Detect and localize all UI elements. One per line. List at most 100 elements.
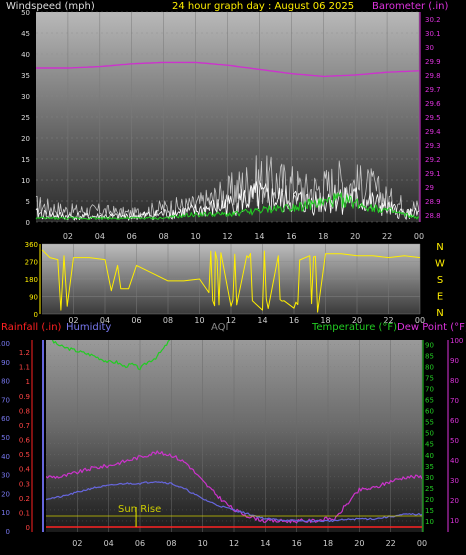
humidity-y-tick-label: 0	[6, 528, 10, 536]
x-tick-label: 08	[166, 539, 176, 548]
barometer-y-tick-label: 29	[425, 184, 434, 192]
dew-point-y-tick-label: 30	[450, 477, 459, 485]
x-tick-label: 06	[135, 539, 145, 548]
humidity-y-tick-label: 70	[1, 396, 10, 404]
x-tick-label: 12	[226, 316, 236, 325]
temperature-y-tick-label: 80	[425, 363, 434, 371]
compass-label: S	[437, 275, 443, 286]
windspeed-axis-title: Windspeed (mph)	[6, 1, 95, 12]
humidity-y-tick-label: 40	[1, 453, 10, 461]
x-tick-label: 20	[350, 232, 360, 241]
x-tick-label: 00	[414, 232, 424, 241]
temperature-y-tick-label: 60	[425, 408, 434, 416]
rainfall-y-tick-label: 0.8	[19, 407, 30, 415]
humidity-y-tick-label: 80	[1, 378, 10, 386]
x-tick-label: 10	[194, 316, 204, 325]
x-tick-label: 04	[100, 316, 110, 325]
temperature-axis-title: Temperature (°F)	[311, 322, 397, 333]
temperature-y-tick-label: 65	[425, 397, 434, 405]
dew-point-y-tick-label: 100	[450, 337, 463, 345]
wind-y-tick-label: 5	[26, 198, 30, 206]
temperature-y-tick-label: 20	[425, 496, 434, 504]
barometer-y-tick-label: 29.4	[425, 128, 441, 136]
wind-y-tick-label: 15	[21, 156, 30, 164]
humidity-y-tick-label: 10	[1, 509, 10, 517]
dew-point-y-tick-label: 20	[450, 497, 459, 505]
rainfall-y-tick-label: 0.7	[19, 422, 30, 430]
temperature-y-tick-label: 75	[425, 375, 434, 383]
rainfall-y-tick-label: 0.4	[19, 466, 31, 474]
direction-y-tick-label: 180	[25, 276, 38, 284]
humidity-y-tick-label: 60	[1, 415, 10, 423]
dew-point-y-tick-label: 50	[450, 437, 459, 445]
wind-y-tick-label: 25	[21, 114, 30, 122]
rainfall-y-tick-label: 0.2	[19, 495, 30, 503]
graph-title: 24 hour graph day : August 06 2025	[172, 1, 354, 12]
humidity-y-tick-label: 50	[1, 434, 10, 442]
x-tick-label: 20	[354, 539, 364, 548]
temperature-y-tick-label: 55	[425, 419, 434, 427]
sun-rise-label: Sun Rise	[118, 504, 161, 515]
x-tick-label: 06	[127, 232, 137, 241]
barometer-y-tick-label: 30.2	[425, 16, 441, 24]
x-tick-label: 02	[72, 539, 82, 548]
x-tick-label: 20	[352, 316, 362, 325]
wind-y-tick-label: 0	[26, 219, 30, 227]
x-tick-label: 04	[95, 232, 105, 241]
x-tick-label: 10	[190, 232, 200, 241]
direction-y-tick-label: 360	[25, 241, 38, 249]
compass-label: W	[435, 259, 445, 270]
temperature-y-tick-label: 90	[425, 341, 434, 349]
direction-y-tick-label: 0	[34, 311, 38, 319]
x-tick-label: 04	[104, 539, 114, 548]
temperature-y-tick-label: 15	[425, 507, 434, 515]
humidity-y-tick-label: 100	[0, 340, 10, 348]
wind-average-line	[35, 192, 420, 220]
rainfall-axis-title: Rainfall (.in)	[1, 322, 62, 333]
rainfall-y-tick-label: 0.6	[19, 437, 31, 445]
rainfall-y-tick-label: 0.9	[19, 393, 30, 401]
barometer-y-tick-label: 29.6	[425, 100, 441, 108]
rainfall-y-tick-label: 1	[26, 378, 30, 386]
barometer-y-tick-label: 28.9	[425, 198, 441, 206]
compass-label: N	[436, 308, 443, 319]
wind-y-tick-label: 50	[21, 9, 30, 17]
barometer-y-tick-label: 29.1	[425, 170, 441, 178]
wind-direction-line	[41, 249, 421, 313]
direction-y-tick-label: 90	[29, 294, 38, 302]
temperature-y-tick-label: 25	[425, 485, 434, 493]
x-tick-label: 14	[260, 539, 270, 548]
wind-y-tick-label: 30	[21, 93, 30, 101]
humidity-y-tick-label: 90	[1, 359, 10, 367]
x-tick-label: 22	[386, 539, 396, 548]
x-tick-label: 12	[222, 232, 232, 241]
x-tick-label: 18	[318, 232, 328, 241]
humidity-y-tick-label: 20	[1, 490, 10, 498]
x-tick-label: 10	[198, 539, 208, 548]
x-tick-label: 16	[289, 316, 299, 325]
x-tick-label: 08	[159, 232, 169, 241]
temperature-y-tick-label: 85	[425, 352, 434, 360]
barometer-y-tick-label: 29.5	[425, 114, 441, 122]
compass-label: N	[436, 242, 443, 253]
humidity-line	[46, 481, 422, 523]
dew-point-y-tick-label: 60	[450, 417, 459, 425]
x-tick-label: 18	[323, 539, 333, 548]
dew-point-y-tick-label: 80	[450, 377, 459, 385]
x-tick-label: 22	[382, 232, 392, 241]
wind-y-tick-label: 40	[21, 51, 30, 59]
barometer-y-tick-label: 29.8	[425, 72, 441, 80]
barometer-y-tick-label: 28.8	[425, 212, 441, 220]
barometer-y-tick-label: 30.1	[425, 30, 441, 38]
x-tick-label: 08	[163, 316, 173, 325]
temperature-y-tick-label: 50	[425, 430, 434, 438]
x-tick-label: 02	[63, 232, 73, 241]
barometer-y-tick-label: 29.3	[425, 142, 441, 150]
rainfall-y-tick-label: 1.2	[19, 349, 30, 357]
dew-point-y-tick-label: 10	[450, 517, 459, 525]
rainfall-y-tick-label: 0	[26, 524, 30, 532]
temperature-y-tick-label: 10	[425, 518, 434, 526]
temperature-y-tick-label: 40	[425, 452, 434, 460]
x-tick-label: 00	[415, 316, 425, 325]
